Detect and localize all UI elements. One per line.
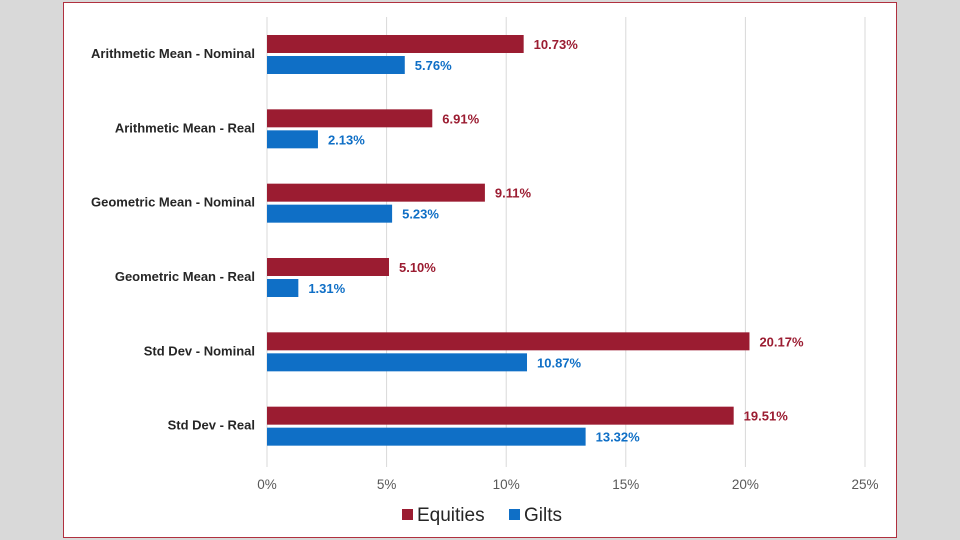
bar-gilts-4 <box>267 353 528 372</box>
data-label-equities: 10.73% <box>534 37 579 52</box>
value-axis: 0% 5% 10% 15% 20% 25% <box>257 477 878 492</box>
data-label-gilts: 13.32% <box>596 430 641 445</box>
bar-gilts-0 <box>267 56 405 74</box>
bar-equities-1 <box>267 109 433 128</box>
data-label-equities: 9.11% <box>495 186 532 201</box>
x-tick-label: 15% <box>612 477 639 492</box>
category-label: Geometric Mean - Real <box>115 269 255 284</box>
data-label-gilts: 10.87% <box>537 355 582 370</box>
legend: Equities Gilts <box>402 505 562 526</box>
x-tick-label: 25% <box>851 477 878 492</box>
bar-gilts-5 <box>267 427 586 446</box>
bar-gilts-1 <box>267 130 318 149</box>
category-label: Arithmetic Mean - Real <box>115 120 255 135</box>
gridlines <box>266 17 866 467</box>
bar-equities-3 <box>267 258 389 276</box>
bar-equities-5 <box>267 406 734 425</box>
bar-equities-4 <box>267 332 750 351</box>
bar-equities-2 <box>267 183 485 202</box>
category-axis: Arithmetic Mean - Nominal Arithmetic Mean… <box>91 46 255 433</box>
legend-swatch-gilts <box>509 509 520 520</box>
x-tick-label: 0% <box>257 477 277 492</box>
data-label-gilts: 2.13% <box>328 132 365 147</box>
legend-label-equities: Equities <box>417 505 485 526</box>
chart-panel: 10.73% 5.76% 6.91% 2.13% 9.11% 5.23% 5.10% 1.31… <box>63 2 897 538</box>
data-label-equities: 5.10% <box>399 260 436 275</box>
data-label-equities: 6.91% <box>442 111 479 126</box>
x-tick-label: 20% <box>732 477 759 492</box>
legend-swatch-equities <box>402 509 413 520</box>
data-label-equities: 19.51% <box>744 409 789 424</box>
legend-label-gilts: Gilts <box>524 505 562 526</box>
category-label: Std Dev - Nominal <box>144 343 255 358</box>
category-label: Geometric Mean - Nominal <box>91 195 255 210</box>
category-label: Std Dev - Real <box>168 418 255 433</box>
x-tick-label: 5% <box>377 477 397 492</box>
data-label-gilts: 1.31% <box>308 281 345 296</box>
bar-gilts-3 <box>267 279 299 297</box>
bars <box>267 35 750 446</box>
data-label-gilts: 5.76% <box>415 58 452 73</box>
data-label-equities: 20.17% <box>759 334 804 349</box>
x-tick-label: 10% <box>493 477 520 492</box>
data-labels: 10.73% 5.76% 6.91% 2.13% 9.11% 5.23% 5.10% 1.31… <box>308 37 804 445</box>
bar-chart: 10.73% 5.76% 6.91% 2.13% 9.11% 5.23% 5.10% 1.31… <box>91 17 879 526</box>
category-label: Arithmetic Mean - Nominal <box>91 46 255 61</box>
bar-equities-0 <box>267 35 524 53</box>
data-label-gilts: 5.23% <box>402 207 439 222</box>
bar-gilts-2 <box>267 204 393 223</box>
